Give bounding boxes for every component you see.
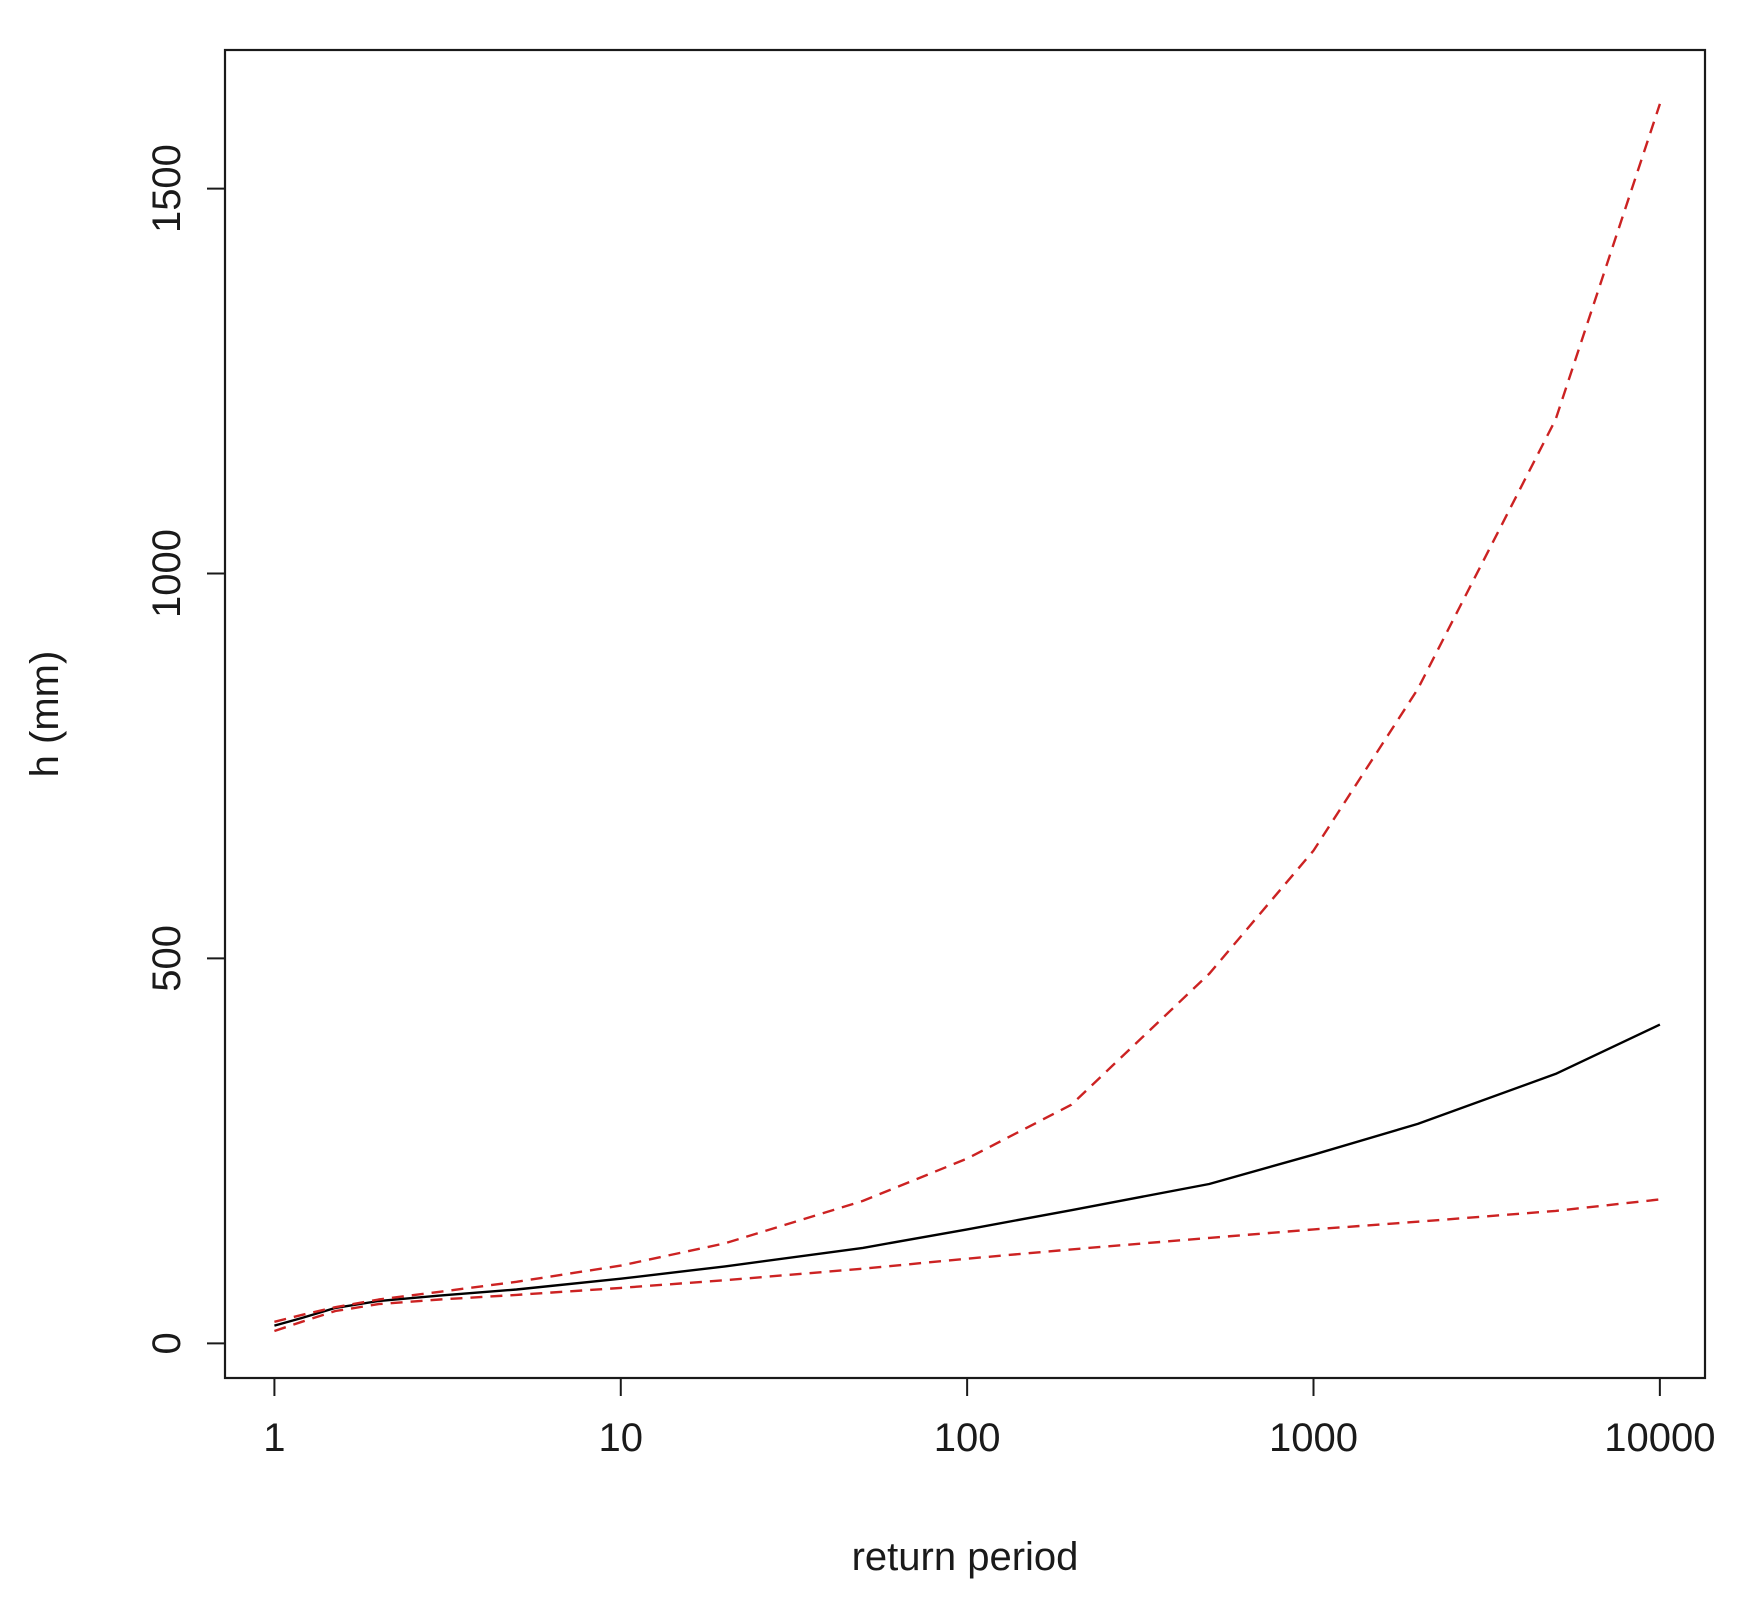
series-line-solid [274, 1023, 1661, 1327]
y-axis: 0 500 1000 1500 [145, 144, 225, 1354]
y-axis-title: h (mm) [23, 651, 67, 778]
x-axis: 1 10 100 1000 10000 [263, 1378, 1715, 1460]
plot-lines [274, 103, 1662, 1333]
series-line-dashed-1 [274, 103, 1662, 1323]
x-tick-label: 1000 [1269, 1416, 1358, 1460]
y-tick-label: 500 [145, 925, 189, 992]
plot-frame [223, 48, 1707, 1380]
x-tick-label: 10000 [1604, 1416, 1715, 1460]
y-tick-label: 1000 [145, 529, 189, 618]
x-tick-label: 10 [599, 1416, 644, 1460]
x-axis-title: return period [852, 1535, 1079, 1579]
x-tick-label: 100 [934, 1416, 1001, 1460]
series-line-dashed-2 [274, 1198, 1661, 1333]
y-tick-label: 0 [145, 1332, 189, 1354]
x-tick-label: 1 [263, 1416, 285, 1460]
y-tick-label: 1500 [145, 144, 189, 233]
